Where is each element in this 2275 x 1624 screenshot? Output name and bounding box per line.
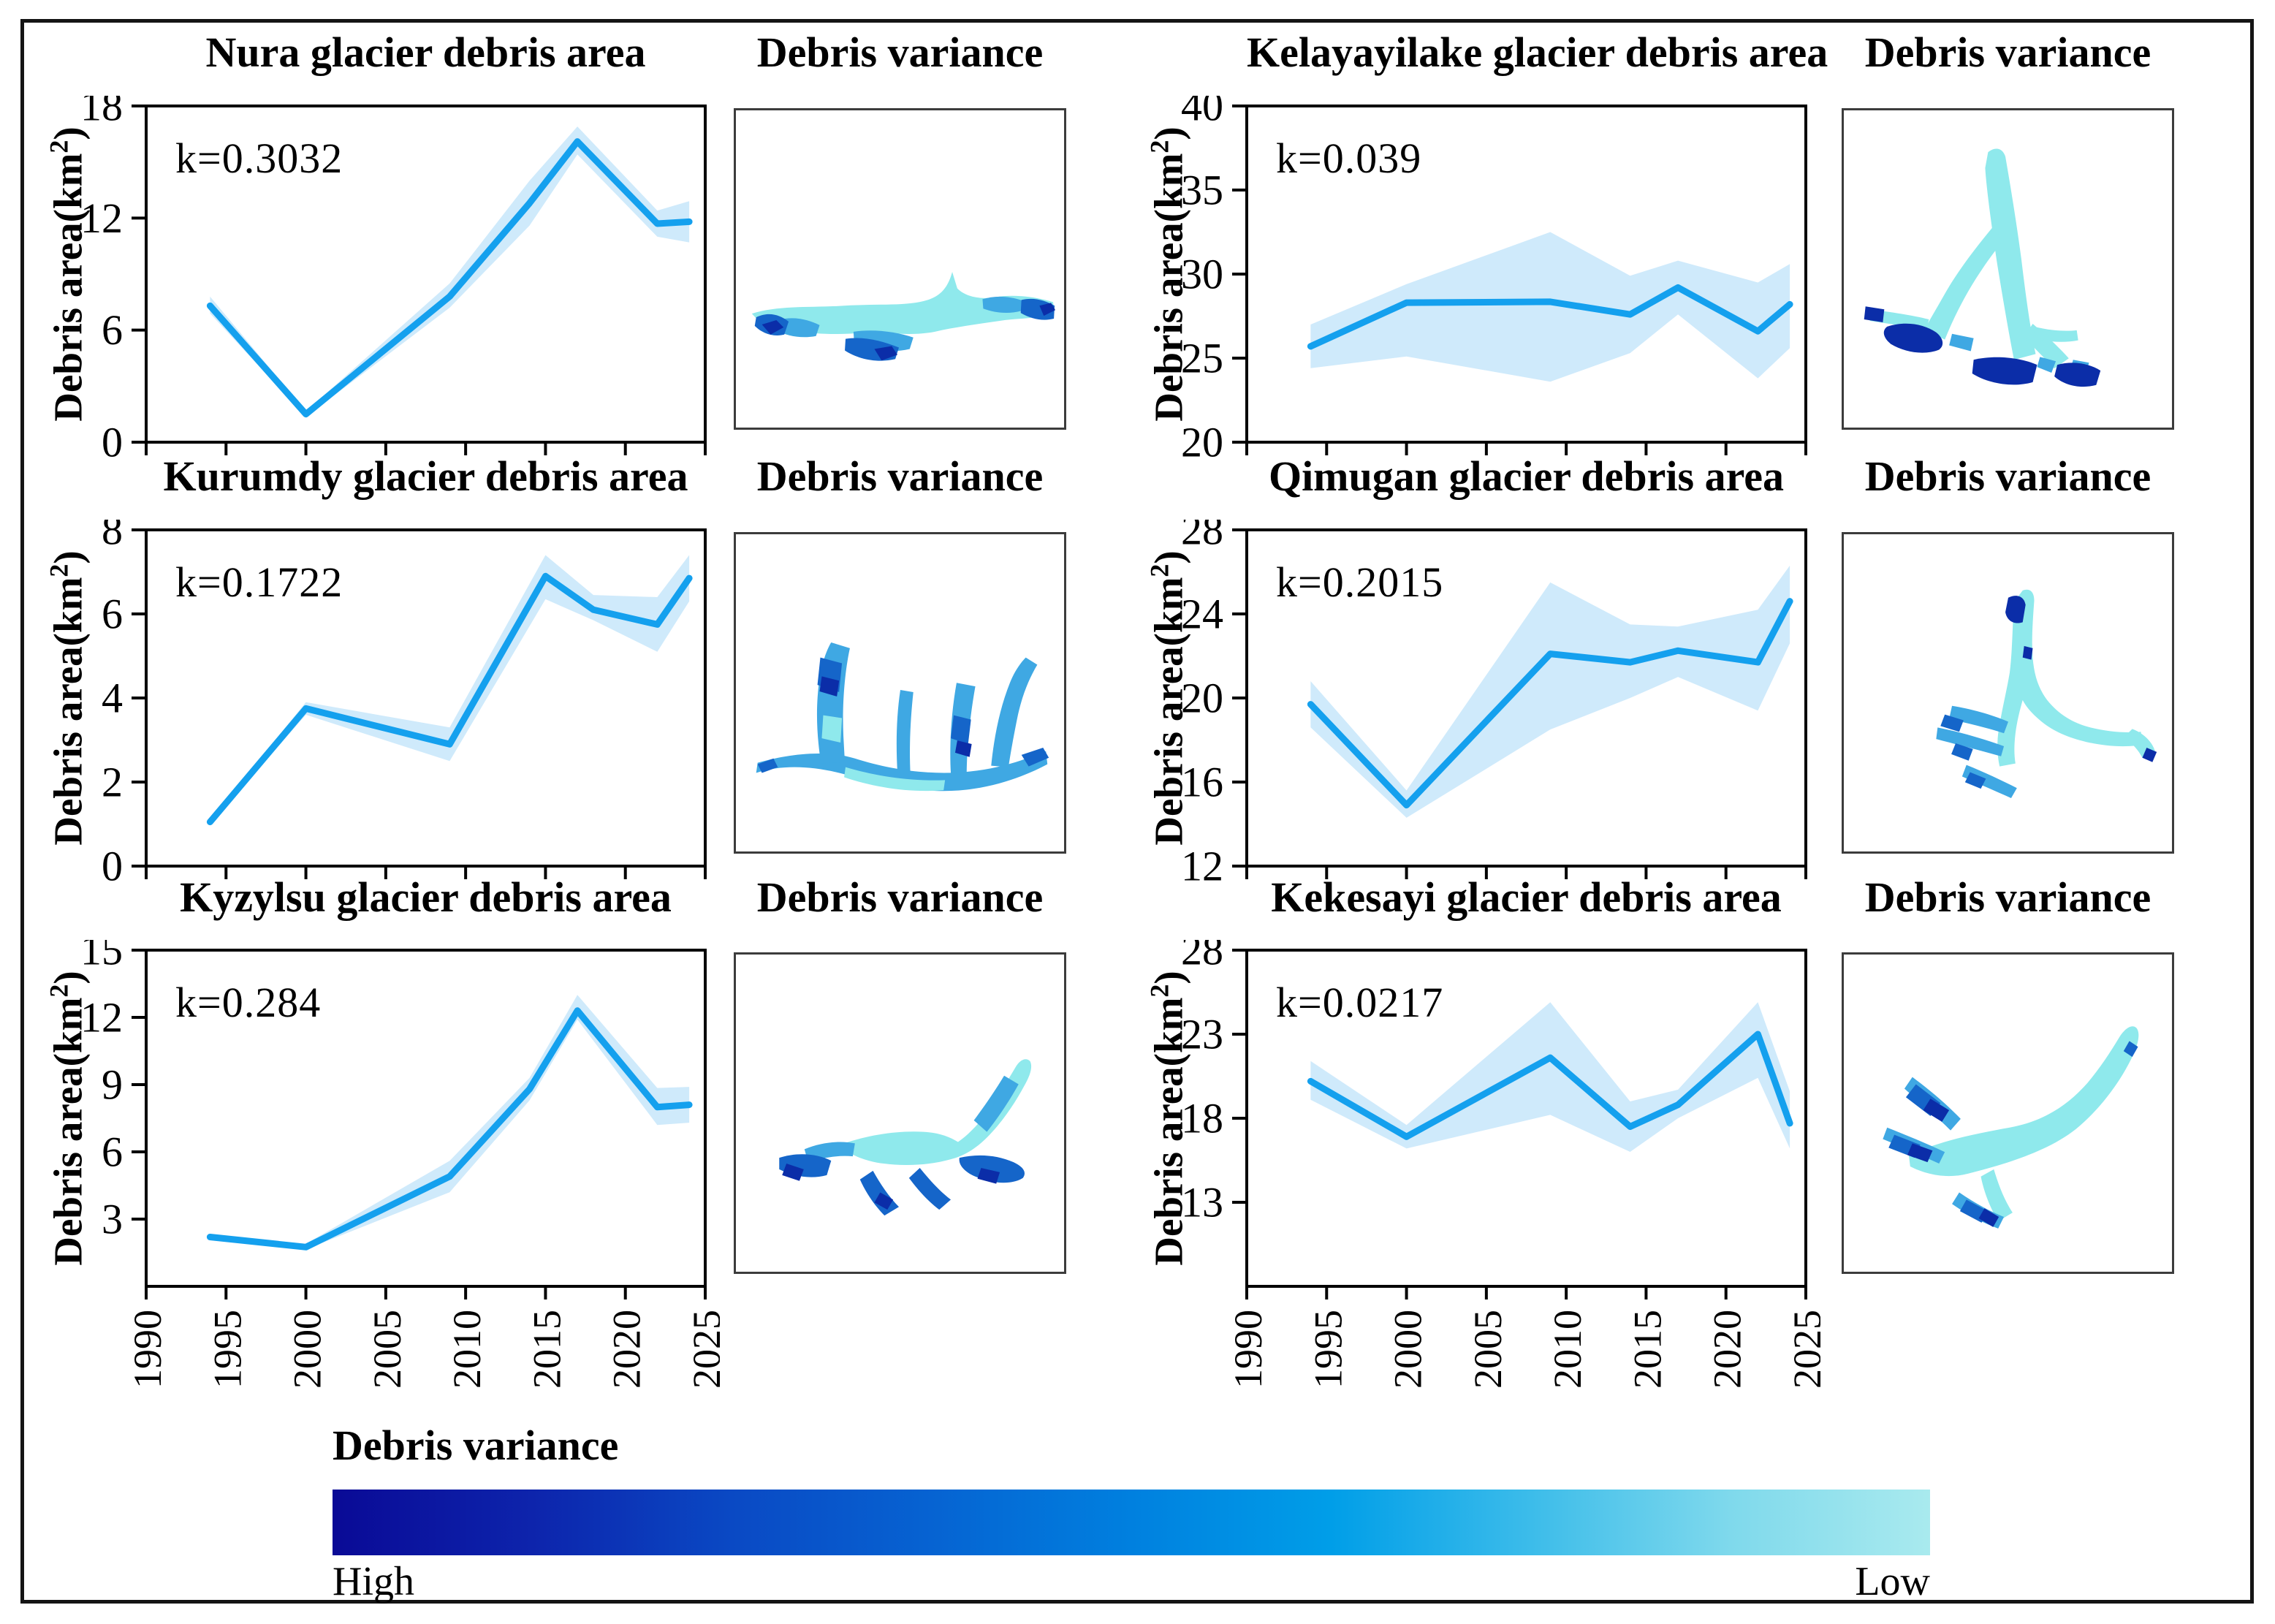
svg-text:2000: 2000 — [286, 1310, 330, 1389]
chart-title-nura: Nura glacier debris area — [205, 29, 646, 76]
svg-text:23: 23 — [1181, 1011, 1223, 1058]
variance-title-kurumdy: Debris variance — [756, 452, 1044, 500]
k-value-kelayayilake: k=0.039 — [1276, 134, 1422, 182]
svg-text:2005: 2005 — [365, 1310, 409, 1389]
colorbar-high-label: High — [333, 1559, 414, 1604]
svg-text:28: 28 — [1181, 520, 1223, 554]
svg-text:30: 30 — [1181, 251, 1223, 298]
svg-text:6: 6 — [102, 306, 123, 354]
variance-map-kyzylsu — [779, 1059, 1032, 1216]
variance-map-box-nura — [734, 108, 1066, 430]
variance-map-nura — [751, 271, 1056, 361]
svg-text:8: 8 — [102, 520, 123, 554]
svg-text:25: 25 — [1181, 335, 1223, 382]
variance-map-box-kyzylsu — [734, 952, 1066, 1274]
variance-title-kyzylsu: Debris variance — [756, 873, 1044, 921]
svg-text:2000: 2000 — [1386, 1310, 1430, 1389]
svg-text:24: 24 — [1181, 591, 1223, 638]
line-chart-kekesayi: 13 18 23 28 1990 1995 2000 2005 2010 2015 2020 2025 — [1181, 940, 1820, 1389]
line-chart-kurumdy: 0 2 4 6 8 — [102, 520, 707, 890]
svg-text:13: 13 — [1181, 1179, 1223, 1226]
svg-text:2015: 2015 — [525, 1310, 569, 1389]
line-chart-kyzylsu: 3 6 9 12 15 1990 1995 2000 2005 2010 2015 2020 2025 — [80, 940, 720, 1389]
svg-text:2010: 2010 — [445, 1310, 489, 1389]
svg-text:1990: 1990 — [126, 1310, 170, 1389]
svg-text:15: 15 — [80, 940, 123, 974]
variance-map-kekesayi — [1883, 1026, 2139, 1229]
svg-text:4: 4 — [102, 675, 123, 722]
svg-text:2005: 2005 — [1466, 1310, 1510, 1389]
svg-text:35: 35 — [1181, 167, 1223, 214]
chart-title-kelayayilake: Kelayayilake glacier debris area — [1247, 29, 1828, 76]
svg-text:20: 20 — [1181, 419, 1223, 466]
k-value-kyzylsu: k=0.284 — [175, 979, 322, 1026]
chart-title-kurumdy: Kurumdy glacier debris area — [163, 452, 688, 500]
line-chart-qimugan: 12 16 20 24 28 — [1181, 520, 1807, 890]
variance-title-nura: Debris variance — [756, 29, 1044, 76]
svg-text:2: 2 — [102, 759, 123, 806]
svg-text:1990: 1990 — [1226, 1310, 1270, 1389]
k-value-nura: k=0.3032 — [175, 134, 343, 182]
k-value-kurumdy: k=0.1722 — [175, 558, 343, 606]
svg-text:18: 18 — [1181, 1095, 1223, 1142]
variance-map-box-kurumdy — [734, 532, 1066, 854]
figure-border — [20, 19, 2254, 1604]
k-value-qimugan: k=0.2015 — [1276, 558, 1444, 606]
chart-title-kekesayi: Kekesayi glacier debris area — [1271, 873, 1782, 921]
line-chart-kelayayilake: 20 25 30 35 40 — [1181, 96, 1807, 466]
variance-title-qimugan: Debris variance — [1864, 452, 2151, 500]
svg-text:6: 6 — [102, 591, 123, 638]
svg-text:2015: 2015 — [1625, 1310, 1669, 1389]
svg-text:0: 0 — [102, 843, 123, 890]
variance-title-kekesayi: Debris variance — [1864, 873, 2151, 921]
svg-text:40: 40 — [1181, 96, 1223, 130]
svg-text:1995: 1995 — [1306, 1310, 1350, 1389]
svg-text:6: 6 — [102, 1128, 123, 1176]
svg-text:28: 28 — [1181, 940, 1223, 974]
svg-text:0: 0 — [102, 419, 123, 466]
svg-text:18: 18 — [80, 96, 123, 130]
svg-text:20: 20 — [1181, 675, 1223, 722]
variance-map-kelayayilake — [1864, 148, 2101, 387]
svg-text:2020: 2020 — [605, 1310, 649, 1389]
svg-text:2025: 2025 — [1785, 1310, 1820, 1389]
k-value-kekesayi: k=0.0217 — [1276, 979, 1444, 1026]
line-chart-nura: 0 6 12 18 — [80, 96, 707, 466]
colorbar-gradient — [333, 1490, 1930, 1555]
variance-map-kurumdy — [756, 642, 1049, 792]
chart-title-qimugan: Qimugan glacier debris area — [1268, 452, 1785, 500]
variance-map-box-qimugan — [1842, 532, 2174, 854]
svg-text:2025: 2025 — [685, 1310, 720, 1389]
svg-text:3: 3 — [102, 1196, 123, 1243]
variance-map-qimugan — [1936, 589, 2157, 799]
svg-text:9: 9 — [102, 1061, 123, 1109]
svg-text:12: 12 — [80, 994, 123, 1041]
colorbar-title: Debris variance — [333, 1422, 619, 1469]
variance-title-kelayayilake: Debris variance — [1864, 29, 2151, 76]
variance-map-box-kekesayi — [1842, 952, 2174, 1274]
svg-text:16: 16 — [1181, 759, 1223, 806]
svg-text:1995: 1995 — [205, 1310, 249, 1389]
colorbar-low-label: Low — [1855, 1559, 1930, 1604]
variance-map-box-kelayayilake — [1842, 108, 2174, 430]
svg-text:12: 12 — [80, 194, 123, 242]
svg-text:12: 12 — [1181, 843, 1223, 890]
chart-title-kyzylsu: Kyzylsu glacier debris area — [180, 873, 672, 921]
svg-text:2020: 2020 — [1706, 1310, 1750, 1389]
svg-text:2010: 2010 — [1546, 1310, 1590, 1389]
